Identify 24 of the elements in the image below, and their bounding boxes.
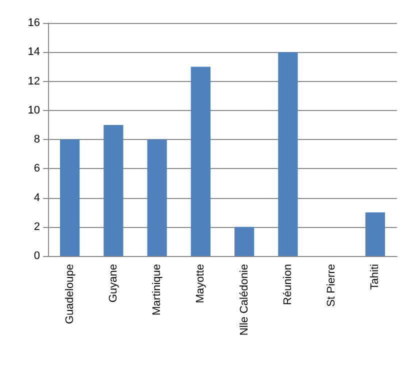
x-tick-label: Martinique <box>151 264 164 316</box>
y-tick-label: 10 <box>28 104 40 116</box>
bar <box>365 212 386 256</box>
x-tick-label: Mayotte <box>194 264 207 304</box>
y-tick-label: 6 <box>34 162 40 175</box>
bar <box>60 140 80 256</box>
y-tick-label: 12 <box>28 75 40 88</box>
x-tick-label: Réunion <box>282 264 294 305</box>
x-tick-label: Guadeloupe <box>64 264 76 324</box>
bar <box>104 124 124 256</box>
x-tick-label: Tahiti <box>369 264 382 290</box>
bar <box>190 66 211 256</box>
y-tick-label: 14 <box>28 46 40 58</box>
y-tick-label: 0 <box>34 250 40 262</box>
y-tick-label: 4 <box>34 192 40 204</box>
bar <box>234 226 254 256</box>
x-tick-label: St Pierre <box>326 264 338 307</box>
x-tick-label: Guyane <box>107 264 120 303</box>
y-tick-label: 2 <box>34 220 40 233</box>
y-tick-label: 16 <box>28 17 40 29</box>
bar <box>278 52 298 256</box>
bar <box>147 140 167 256</box>
x-tick-label: Nlle Calédonie <box>238 264 250 336</box>
y-tick-label: 8 <box>34 134 40 146</box>
